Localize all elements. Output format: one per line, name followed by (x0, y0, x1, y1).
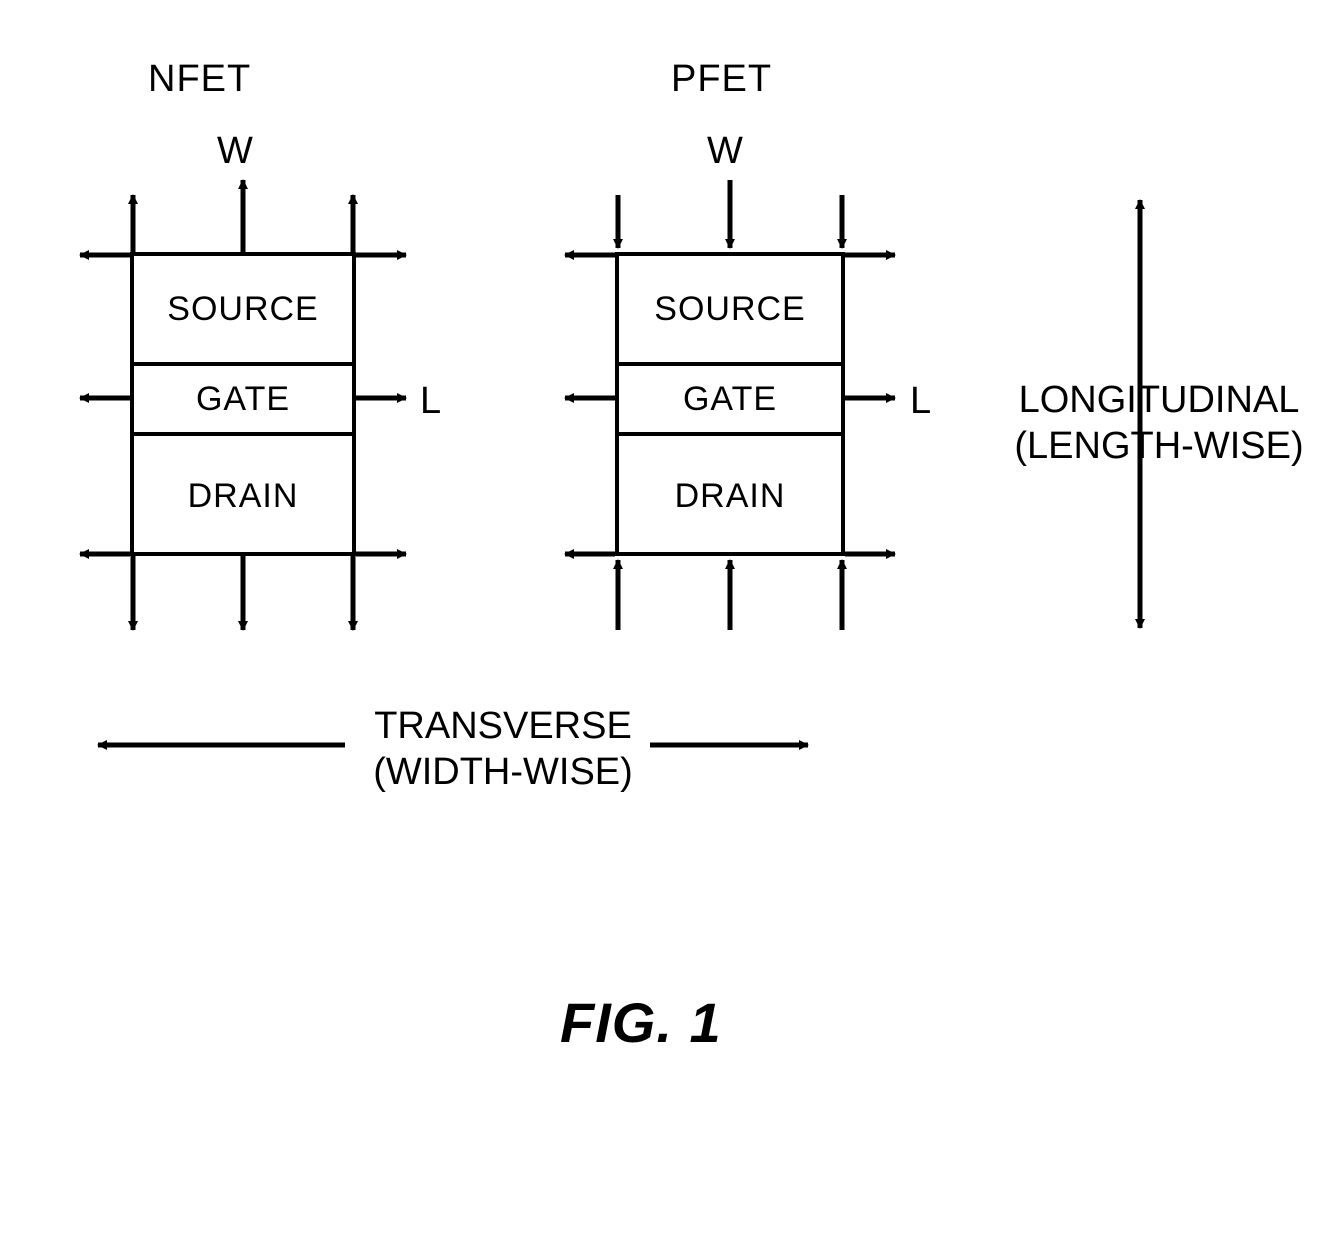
transverse-line1: TRANSVERSE (358, 704, 648, 750)
diagram-container: NFET PFET W W SOURCE GATE DRAIN L SOURCE… (0, 0, 1334, 1248)
arrows-svg (0, 0, 1334, 1248)
longitudinal-line2: (LENGTH-WISE) (1004, 424, 1314, 470)
longitudinal-label: LONGITUDINAL (LENGTH-WISE) (1004, 378, 1314, 469)
figure-caption: FIG. 1 (560, 990, 722, 1055)
transverse-line2: (WIDTH-WISE) (358, 750, 648, 796)
longitudinal-line1: LONGITUDINAL (1004, 378, 1314, 424)
transverse-label: TRANSVERSE (WIDTH-WISE) (358, 704, 648, 795)
